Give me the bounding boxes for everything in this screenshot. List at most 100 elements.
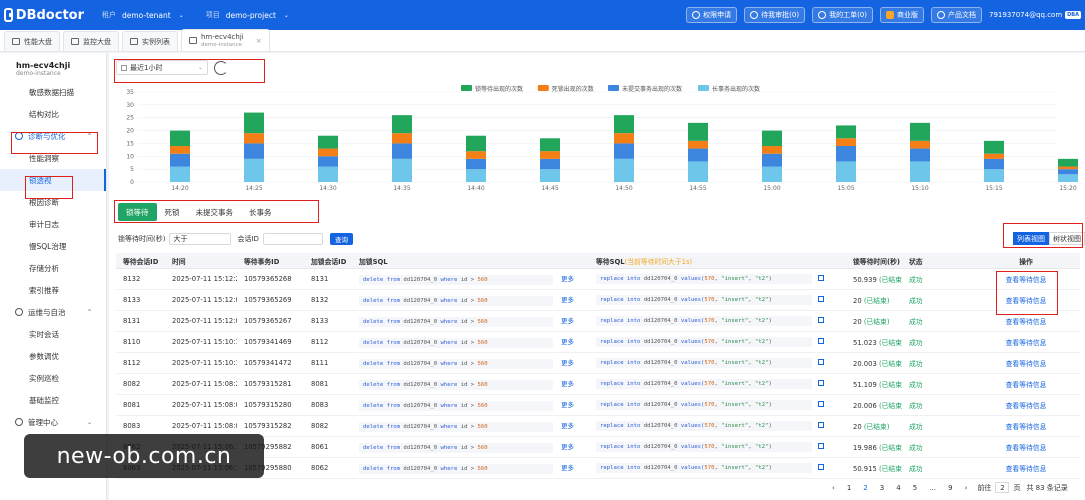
bar-segment bbox=[984, 169, 1004, 182]
copy-icon[interactable] bbox=[818, 380, 824, 386]
pending-approval-button[interactable]: 待我审批(0) bbox=[744, 7, 806, 23]
sidebar-item-sensitive-scan[interactable]: 敏感数据扫描 bbox=[29, 87, 74, 97]
tab-deadlock[interactable]: 死锁 bbox=[164, 207, 180, 217]
bar-segment bbox=[614, 115, 634, 134]
time-filter: 最近1小时 ⌄ bbox=[116, 60, 228, 75]
wait-tx-id: 10579341469 bbox=[244, 338, 292, 346]
copy-icon[interactable] bbox=[818, 317, 824, 323]
sidebar-item-schema-compare[interactable]: 结构对比 bbox=[29, 109, 59, 119]
sidebar-item-storage-analysis[interactable]: 存储分析 bbox=[29, 263, 59, 273]
sidebar-item-inspection[interactable]: 实例巡检 bbox=[29, 373, 59, 383]
more-link[interactable]: 更多 bbox=[561, 275, 574, 283]
sidebar-item-root-cause[interactable]: 根因诊断 bbox=[29, 197, 59, 207]
page-9[interactable]: 9 bbox=[948, 483, 953, 492]
project-selector[interactable]: 项目 demo-project ⌄ bbox=[205, 10, 289, 20]
tree-view-button[interactable]: 树状视图 bbox=[1049, 232, 1085, 245]
sidebar-group-ops[interactable]: 运维与自治 ^ bbox=[0, 301, 106, 323]
more-link[interactable]: 更多 bbox=[561, 464, 574, 472]
page-1[interactable]: 1 bbox=[846, 483, 852, 492]
sidebar-item-param-tuning[interactable]: 参数调优 bbox=[29, 351, 59, 361]
legend-label: 未提交事务出现的次数 bbox=[622, 85, 682, 93]
view-wait-info-link[interactable]: 查看等待信息 bbox=[1005, 297, 1047, 305]
view-wait-info-link[interactable]: 查看等待信息 bbox=[1005, 360, 1047, 368]
bar-segment bbox=[540, 138, 560, 152]
operator-select[interactable]: 大于 bbox=[169, 233, 232, 245]
event-time: 2025-07-11 15:12:03 bbox=[172, 296, 237, 304]
next-page-button[interactable]: › bbox=[964, 483, 968, 492]
lock-session-id: 8083 bbox=[311, 401, 329, 409]
tab-long-tx[interactable]: 长事务 bbox=[249, 207, 272, 217]
sidebar-group-management[interactable]: 管理中心 ⌄ bbox=[0, 411, 106, 433]
sidebar-group-diagnosis[interactable]: 诊断与优化 ^ bbox=[0, 125, 106, 147]
user-menu[interactable]: 791937074@qq.com DBA bbox=[989, 11, 1081, 19]
more-link[interactable]: 更多 bbox=[561, 296, 574, 304]
close-icon[interactable]: × bbox=[255, 36, 262, 45]
bar-segment bbox=[466, 151, 486, 159]
page-2[interactable]: 2 bbox=[863, 483, 868, 492]
view-wait-info-link[interactable]: 查看等待信息 bbox=[1005, 339, 1047, 347]
more-link[interactable]: 更多 bbox=[561, 359, 574, 367]
more-link[interactable]: 更多 bbox=[561, 338, 574, 346]
list-view-button[interactable]: 列表视图 bbox=[1013, 232, 1049, 245]
tab-performance-dashboard[interactable]: 性能大盘 bbox=[4, 31, 60, 51]
my-tickets-button[interactable]: 我的工单(0) bbox=[812, 7, 873, 23]
bar-segment bbox=[910, 161, 930, 182]
time-range-select[interactable]: 最近1小时 ⌄ bbox=[116, 60, 208, 75]
key-icon bbox=[692, 11, 701, 19]
view-wait-info-link[interactable]: 查看等待信息 bbox=[1005, 444, 1047, 452]
ended-flag: (已结束) bbox=[863, 318, 890, 326]
copy-icon[interactable] bbox=[818, 359, 824, 365]
sidebar-item-audit-log[interactable]: 审计日志 bbox=[29, 219, 59, 229]
tenant-selector[interactable]: 租户 demo-tenant ⌄ bbox=[102, 10, 184, 20]
page-3[interactable]: 3 bbox=[879, 483, 885, 492]
view-wait-info-link[interactable]: 查看等待信息 bbox=[1005, 423, 1047, 431]
session-id-input[interactable] bbox=[262, 233, 323, 245]
tab-instance-detail[interactable]: hm-ecv4chji demo-instance × bbox=[181, 29, 270, 51]
tab-instance-list[interactable]: 实例列表 bbox=[122, 31, 178, 51]
view-wait-info-link[interactable]: 查看等待信息 bbox=[1005, 402, 1047, 410]
copy-icon[interactable] bbox=[818, 338, 824, 344]
copy-icon[interactable] bbox=[818, 401, 824, 407]
app-logo[interactable]: DBdoctor bbox=[4, 8, 84, 23]
sidebar-item-realtime-session[interactable]: 实时会话 bbox=[29, 329, 59, 339]
page-ellipsis[interactable]: … bbox=[929, 483, 937, 492]
page-4[interactable]: 4 bbox=[896, 483, 901, 492]
copy-icon[interactable] bbox=[818, 443, 824, 449]
wait-sql-cell: replace into dd120704_0 values(570, "ins… bbox=[589, 337, 846, 347]
sidebar-item-performance-insight[interactable]: 性能洞察 bbox=[29, 153, 59, 163]
view-wait-info-link[interactable]: 查看等待信息 bbox=[1005, 276, 1047, 284]
view-wait-info-link[interactable]: 查看等待信息 bbox=[1005, 465, 1047, 473]
more-link[interactable]: 更多 bbox=[561, 317, 574, 325]
prev-page-button[interactable]: ‹ bbox=[832, 483, 835, 492]
lock-wait-seconds: 20.003 (已结束) bbox=[846, 358, 902, 368]
copy-icon[interactable] bbox=[818, 296, 824, 302]
page-5[interactable]: 5 bbox=[912, 483, 918, 492]
commercial-edition-button[interactable]: 商业版 bbox=[880, 7, 924, 23]
copy-icon[interactable] bbox=[818, 275, 824, 281]
sidebar-item-index-advisor[interactable]: 索引推荐 bbox=[29, 285, 59, 295]
more-link[interactable]: 更多 bbox=[561, 443, 574, 451]
more-link[interactable]: 更多 bbox=[561, 422, 574, 430]
y-tick-label: 30 bbox=[126, 102, 134, 109]
product-docs-button[interactable]: 产品文档 bbox=[931, 7, 982, 23]
wait-sql: replace into dd120704_0 values(570, "ins… bbox=[596, 379, 812, 389]
lock-wait-table: 等待会话ID 时间 等待事务ID 加锁会话ID 加锁SQL 等待SQL(当前等待… bbox=[116, 253, 1080, 479]
tab-uncommitted-tx[interactable]: 未提交事务 bbox=[195, 207, 234, 217]
tab-monitor-dashboard[interactable]: 监控大盘 bbox=[63, 31, 119, 51]
refresh-icon[interactable] bbox=[214, 60, 228, 75]
bar-segment bbox=[836, 146, 856, 162]
more-link[interactable]: 更多 bbox=[561, 380, 574, 388]
goto-page-input[interactable]: 2 bbox=[995, 482, 1010, 493]
tab-lock-wait[interactable]: 锁等待 bbox=[118, 203, 157, 221]
view-wait-info-link[interactable]: 查看等待信息 bbox=[1005, 318, 1047, 326]
view-wait-info-link[interactable]: 查看等待信息 bbox=[1005, 381, 1047, 389]
sidebar-item-basic-monitor[interactable]: 基础监控 bbox=[29, 395, 59, 405]
sidebar-item-lock-perspective[interactable]: 锁透视 bbox=[0, 169, 106, 191]
query-button[interactable]: 查询 bbox=[329, 233, 353, 245]
permission-request-button[interactable]: 权限申请 bbox=[686, 7, 738, 23]
copy-icon[interactable] bbox=[818, 464, 824, 470]
sidebar-item-slow-sql[interactable]: 慢SQL治理 bbox=[29, 241, 67, 251]
copy-icon[interactable] bbox=[818, 422, 824, 428]
lock-sql-cell: delete from dd120704_0 where id > 560 更多 bbox=[352, 462, 589, 474]
more-link[interactable]: 更多 bbox=[561, 401, 574, 409]
